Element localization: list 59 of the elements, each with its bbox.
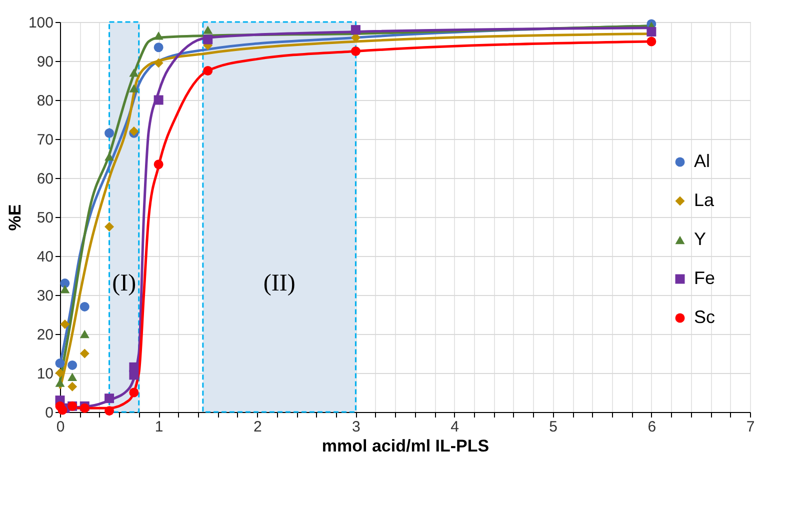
x-tick-label: 0 [56, 418, 65, 436]
point [203, 34, 213, 44]
point [104, 406, 114, 416]
x-tick-label: 4 [450, 418, 459, 436]
point [154, 42, 164, 52]
y-tick-label: 80 [36, 92, 54, 110]
point [129, 388, 139, 398]
legend-label: Y [694, 229, 706, 249]
point [154, 32, 164, 40]
x-tick-label: 2 [253, 418, 262, 436]
point [154, 58, 164, 68]
x-tick-label: 7 [746, 418, 755, 436]
legend-label: Al [694, 151, 710, 171]
band-label: (I) [112, 270, 136, 296]
y-tick-label: 100 [28, 14, 54, 32]
point [129, 68, 139, 77]
y-tick-label: 50 [36, 210, 54, 226]
point [129, 84, 139, 92]
x-tick-label: 5 [549, 418, 558, 436]
legend-label: Fe [694, 268, 716, 288]
point [646, 36, 656, 46]
point [350, 25, 360, 35]
point [203, 66, 213, 76]
point [104, 128, 114, 138]
y-tick-label: 40 [36, 248, 54, 266]
point [80, 330, 90, 338]
x-axis-title: mmol acid/ml IL-PLS [322, 436, 490, 456]
x-tick-label: 1 [154, 418, 164, 436]
point [60, 285, 70, 294]
x-tick-label: 3 [352, 418, 360, 436]
y-tick-label: 90 [36, 54, 54, 70]
y-tick-label: 30 [36, 288, 54, 304]
legend-label: Sc [694, 307, 716, 327]
point [129, 362, 139, 372]
point [203, 26, 213, 34]
band-label: (II) [263, 270, 296, 296]
point [350, 46, 360, 56]
y-tick-label: 10 [36, 366, 54, 382]
point [646, 27, 656, 36]
y-tick-label: 0 [45, 404, 54, 422]
y-axis-title: %E [5, 204, 24, 231]
point [80, 348, 90, 358]
point [60, 320, 70, 329]
point [68, 382, 78, 392]
point [68, 372, 78, 382]
point [154, 95, 164, 105]
y-tick-label: 70 [36, 132, 54, 148]
point [55, 358, 65, 368]
point [60, 278, 70, 288]
point [68, 360, 78, 370]
point [104, 394, 114, 404]
point [80, 302, 90, 312]
y-tick-label: 20 [36, 326, 54, 344]
point [154, 160, 164, 170]
x-tick-label: 6 [648, 418, 656, 436]
point [104, 222, 114, 232]
legend-label: La [694, 190, 716, 210]
y-tick-label: 60 [36, 170, 54, 188]
point [58, 405, 68, 415]
